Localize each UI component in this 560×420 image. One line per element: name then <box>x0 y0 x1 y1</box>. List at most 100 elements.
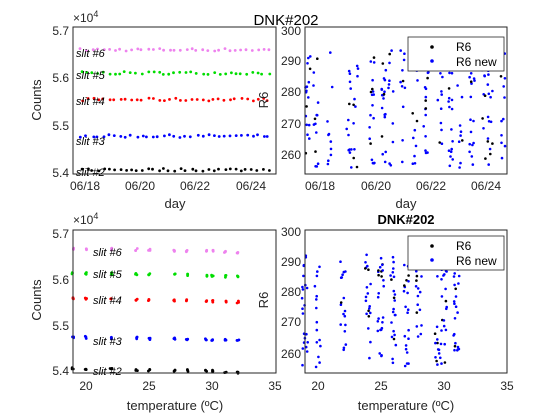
tr-point <box>383 90 386 93</box>
annotation-slit-5: slit #5 <box>76 70 106 82</box>
br-point <box>381 269 385 272</box>
panel-bottom-right-legend: R6 R6 new <box>407 235 505 271</box>
tl-xtick-3: 06/24 <box>236 179 266 193</box>
tr-point <box>486 140 490 143</box>
br-point <box>301 347 305 350</box>
tl-point <box>158 169 162 173</box>
tl-point <box>195 98 199 101</box>
tr-point <box>305 123 309 127</box>
tl-point <box>262 97 266 100</box>
tl-point <box>122 70 126 73</box>
br-point <box>439 356 442 360</box>
br-point <box>436 348 440 351</box>
tl-point <box>243 168 247 171</box>
br-point <box>315 320 319 324</box>
br-point <box>435 325 439 329</box>
tl-point <box>163 134 166 138</box>
tr-point <box>426 71 430 75</box>
tl-point <box>147 70 151 74</box>
tl-point <box>202 72 206 76</box>
tr-point <box>460 95 464 99</box>
br-point <box>368 356 371 360</box>
tr-point <box>380 106 384 110</box>
tr-point <box>347 133 350 137</box>
tl-point <box>97 169 101 173</box>
br-point <box>453 317 457 320</box>
br-point <box>436 338 439 341</box>
bl-annotation-slit-4: slit #4 <box>93 295 122 307</box>
tl-point <box>152 48 155 51</box>
br-point <box>402 289 406 293</box>
br-point <box>391 310 395 314</box>
bl-point <box>186 274 190 277</box>
tr-point <box>403 86 407 90</box>
bl-point <box>85 247 88 251</box>
br-point <box>368 307 371 310</box>
br-point <box>376 320 380 323</box>
tr-point <box>502 85 506 88</box>
tl-point <box>139 98 143 102</box>
tr-point <box>401 139 404 142</box>
br-point <box>341 273 344 277</box>
tr-point <box>356 67 360 70</box>
tr-point <box>307 123 311 127</box>
br-point <box>453 348 456 352</box>
tl-xtick-0: 06/18 <box>70 179 100 193</box>
br-point <box>305 350 309 353</box>
bl-point <box>211 369 215 373</box>
br-point <box>407 274 410 277</box>
tr-point <box>387 83 391 86</box>
tr-point <box>482 127 485 130</box>
br-point <box>316 270 319 273</box>
tr-point <box>326 162 330 166</box>
br-point <box>440 278 443 281</box>
tl-point <box>230 71 233 75</box>
br-point <box>378 265 382 269</box>
br-point <box>445 270 448 273</box>
annotation-slit-6: slit #6 <box>76 48 106 60</box>
tr-point <box>353 148 356 151</box>
tl-point <box>250 49 254 52</box>
tl-point <box>168 133 171 137</box>
tl-point <box>257 48 261 52</box>
tr-point <box>500 156 504 160</box>
tr-point <box>487 120 491 123</box>
tr-ytick-0: 260 <box>281 148 301 162</box>
br-point <box>365 312 368 316</box>
tl-point <box>229 98 232 102</box>
br-point <box>368 305 372 308</box>
br-point <box>403 284 406 287</box>
tl-point <box>267 48 271 52</box>
br-point <box>366 292 370 295</box>
bl-point <box>84 337 88 340</box>
tr-point <box>472 119 475 123</box>
br-point <box>407 337 410 341</box>
br-point <box>381 316 385 319</box>
tr-point <box>411 162 415 165</box>
tr-point <box>307 80 311 84</box>
tl-y-exponent: ×104 <box>73 9 98 25</box>
tl-point <box>107 133 111 137</box>
br-point <box>392 337 396 341</box>
br-point <box>394 343 398 347</box>
tr-point <box>484 157 487 160</box>
tr-xtick-2: 06/22 <box>416 179 446 193</box>
tl-point <box>249 168 253 171</box>
tl-point <box>108 167 111 171</box>
br-ytick-4: 300 <box>281 225 301 239</box>
bl-point <box>172 298 176 302</box>
tr-point <box>391 140 395 144</box>
br-point <box>433 332 437 336</box>
br-xtick-0: 20 <box>311 379 325 393</box>
tr-point <box>438 141 442 144</box>
br-point <box>344 323 347 327</box>
bl-point <box>172 337 176 340</box>
tl-point <box>218 73 222 76</box>
tr-point <box>487 73 490 76</box>
tr-point <box>483 74 487 78</box>
br-point <box>456 311 459 314</box>
br-ytick-2: 280 <box>281 285 301 299</box>
tr-point <box>488 147 492 151</box>
br-point <box>452 334 455 337</box>
tl-point <box>87 167 90 171</box>
